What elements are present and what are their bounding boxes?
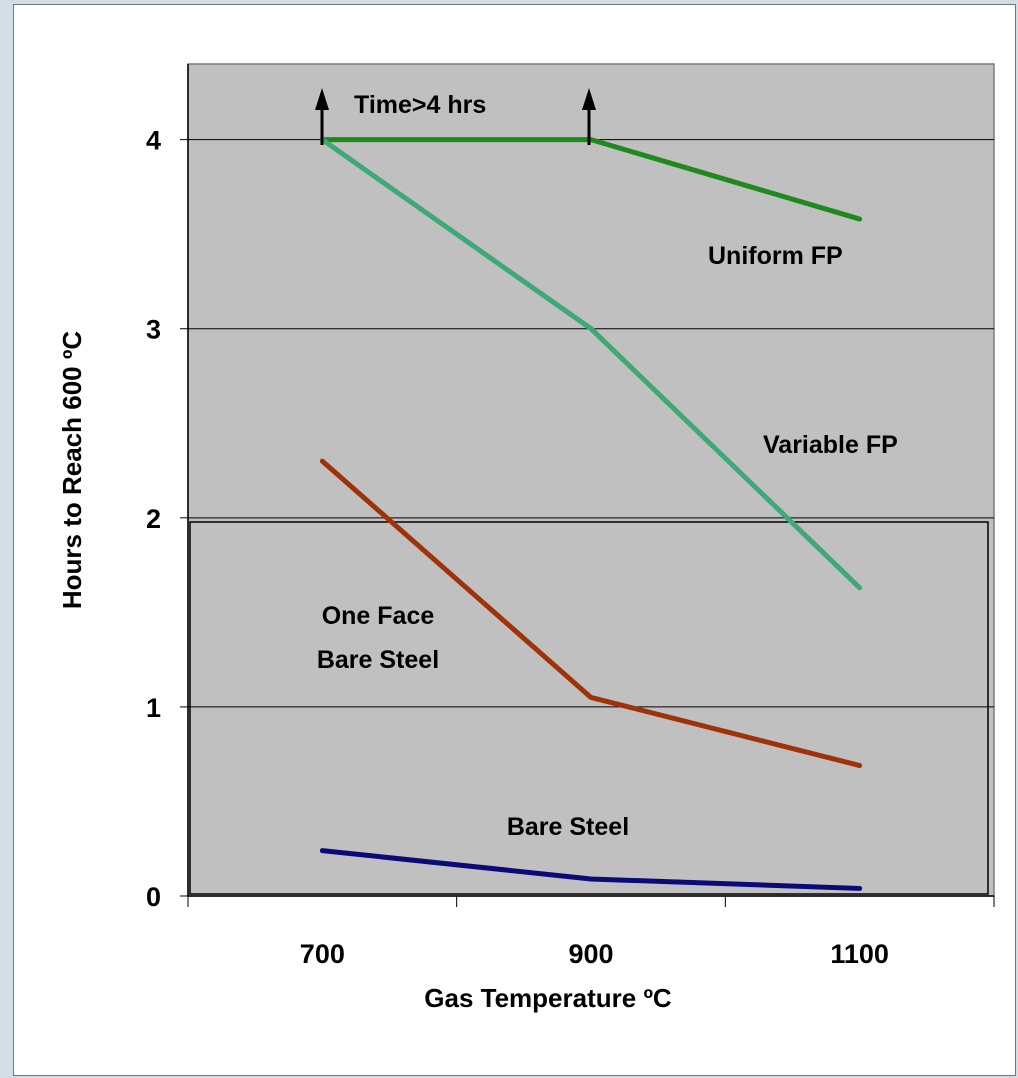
- time-arrow-right: [582, 88, 596, 145]
- highlight-box: [189, 521, 989, 895]
- annotation-one-face: One Face: [322, 602, 435, 630]
- y-tick-label-3: 3: [146, 315, 161, 345]
- series-layer: [319, 137, 863, 891]
- series-line-bare-steel: [319, 848, 863, 891]
- series-line-uniform-fp: [319, 137, 863, 222]
- y-axis-label: Hours to Reach 600 ºC: [57, 331, 87, 609]
- annotation-variable-fp: Variable FP: [763, 431, 898, 459]
- time-arrow-left: [315, 88, 329, 145]
- annotation-uniform-fp: Uniform FP: [708, 242, 843, 270]
- series-line-variable-fp: [319, 137, 863, 591]
- axes: 0 1 2 3 4 700 900 1100: [146, 64, 995, 969]
- x-tick-label-1: 900: [568, 939, 613, 969]
- x-axis-label: Gas Temperature ºC: [424, 983, 672, 1013]
- plot-area: [187, 63, 995, 897]
- y-tick-label-0: 0: [146, 882, 161, 912]
- annotation-time: Time>4 hrs: [354, 91, 486, 119]
- y-tick-label-2: 2: [146, 504, 161, 534]
- series-line-one-face-bare-steel: [319, 458, 863, 769]
- x-tick-label-2: 1100: [830, 939, 889, 969]
- x-tick-label-0: 700: [300, 939, 345, 969]
- annotation-bare-steel: Bare Steel: [507, 813, 629, 841]
- y-tick-label-1: 1: [146, 693, 161, 723]
- annotation-one-face-bare-steel: Bare Steel: [317, 646, 439, 674]
- y-tick-label-4: 4: [146, 126, 161, 156]
